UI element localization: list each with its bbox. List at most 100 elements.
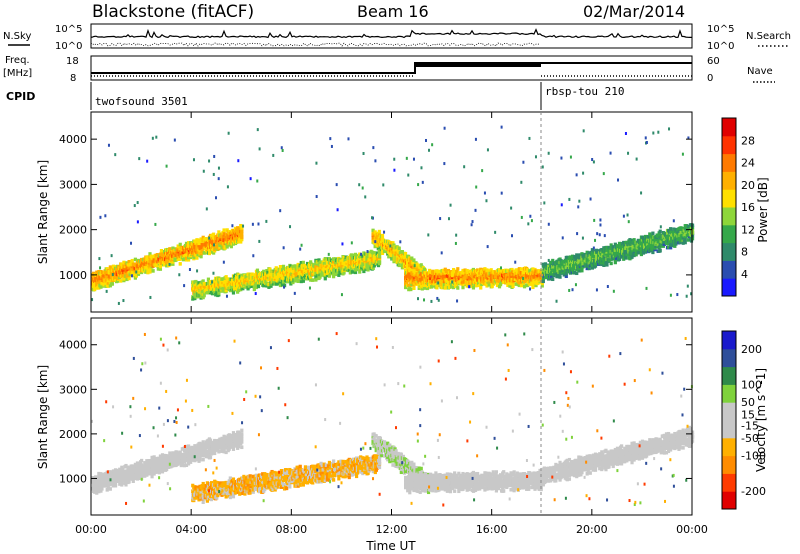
- echo-cell: [644, 136, 647, 140]
- echo-cell: [591, 158, 594, 162]
- echo-cell: [540, 273, 544, 277]
- echo-cell: [550, 274, 554, 279]
- echo-cell: [392, 243, 396, 248]
- echo-cell: [250, 272, 254, 277]
- echo-cell: [319, 260, 323, 264]
- echo-cell: [167, 465, 171, 469]
- echo-cell: [315, 265, 319, 269]
- echo-cell: [148, 469, 152, 473]
- echo-cell: [432, 284, 436, 288]
- echo-cell: [683, 240, 687, 245]
- echo-cell: [152, 256, 156, 261]
- echo-cell: [254, 285, 259, 290]
- y-tick-label: 4000: [59, 133, 87, 146]
- echo-cell: [541, 262, 545, 267]
- echo-cell: [111, 273, 114, 277]
- echo-cell: [127, 276, 131, 281]
- echo-cell: [681, 152, 684, 156]
- echo-cell: [104, 274, 108, 279]
- y-tick-label: 2000: [59, 224, 87, 237]
- echo-cell: [639, 252, 644, 257]
- cpid-name-2: rbsp-tou 210: [545, 85, 624, 98]
- echo-cell: [159, 458, 164, 462]
- echo-cell: [227, 447, 231, 451]
- echo-cell: [429, 276, 433, 280]
- echo-cell: [422, 286, 427, 290]
- echo-cell: [361, 260, 365, 265]
- echo-cell: [255, 268, 260, 273]
- echo-cell: [377, 249, 381, 253]
- echo-cell: [114, 267, 119, 271]
- echo-cell: [162, 255, 167, 260]
- echo-cell: [393, 168, 396, 172]
- echo-cell: [161, 459, 166, 464]
- echo-cell: [576, 256, 580, 260]
- echo-cell: [131, 479, 135, 483]
- echo-cell: [438, 271, 442, 276]
- echo-cell: [631, 244, 635, 249]
- echo-cell: [611, 245, 615, 249]
- echo-cell: [151, 269, 155, 273]
- echo-cell: [266, 270, 270, 275]
- echo-cell: [123, 476, 127, 480]
- echo-cell: [562, 272, 566, 277]
- echo-cell: [176, 244, 180, 249]
- echo-cell: [422, 267, 427, 272]
- echo-cell: [265, 219, 268, 223]
- echo-cell: [220, 284, 224, 288]
- echo-cell: [412, 286, 416, 291]
- echo-cell: [199, 490, 203, 494]
- echo-cell: [435, 269, 439, 273]
- echo-cell: [205, 287, 209, 292]
- echo-cell: [376, 246, 380, 251]
- echo-cell: [198, 441, 202, 446]
- echo-cell: [403, 251, 408, 256]
- echo-cell: [252, 287, 256, 292]
- echo-cell: [185, 458, 190, 463]
- echo-cell: [195, 256, 199, 260]
- echo-cell: [587, 266, 591, 271]
- echo-cell: [223, 246, 227, 250]
- echo-cell: [389, 244, 392, 248]
- echo-cell: [98, 479, 102, 483]
- echo-cell: [412, 258, 416, 262]
- echo-cell: [529, 287, 532, 291]
- echo-cell: [470, 223, 473, 227]
- echo-cell: [524, 270, 528, 274]
- echo-cell: [627, 220, 630, 224]
- echo-cell: [130, 477, 134, 481]
- echo-cell: [233, 230, 238, 234]
- echo-cell: [395, 253, 399, 258]
- echo-cell: [130, 264, 134, 269]
- echo-cell: [479, 285, 483, 290]
- echo-cell: [240, 440, 244, 444]
- echo-cell: [194, 279, 198, 284]
- echo-cell: [622, 252, 626, 256]
- echo-cell: [500, 280, 504, 285]
- echo-cell: [511, 234, 514, 238]
- echo-cell: [330, 144, 333, 148]
- echo-cell: [564, 271, 568, 276]
- echo-cell: [225, 228, 229, 232]
- echo-cell: [609, 261, 613, 266]
- echo-cell: [291, 280, 295, 285]
- echo-cell: [400, 252, 404, 256]
- echo-cell: [373, 244, 377, 249]
- echo-cell: [642, 245, 647, 250]
- echo-cell: [528, 282, 532, 286]
- echo-cell: [670, 230, 674, 235]
- echo-cell: [573, 254, 577, 259]
- echo-cell: [375, 251, 380, 256]
- colorbar-cell: [722, 260, 736, 279]
- echo-cell: [449, 283, 454, 287]
- echo-cell: [627, 151, 630, 155]
- echo-cell: [568, 288, 571, 292]
- echo-cell: [690, 228, 695, 233]
- echo-cell: [411, 260, 415, 265]
- echo-cell: [201, 279, 205, 283]
- echo-cell: [97, 471, 101, 476]
- echo-cell: [657, 233, 661, 237]
- echo-cell: [134, 274, 139, 278]
- echo-cell: [412, 269, 416, 273]
